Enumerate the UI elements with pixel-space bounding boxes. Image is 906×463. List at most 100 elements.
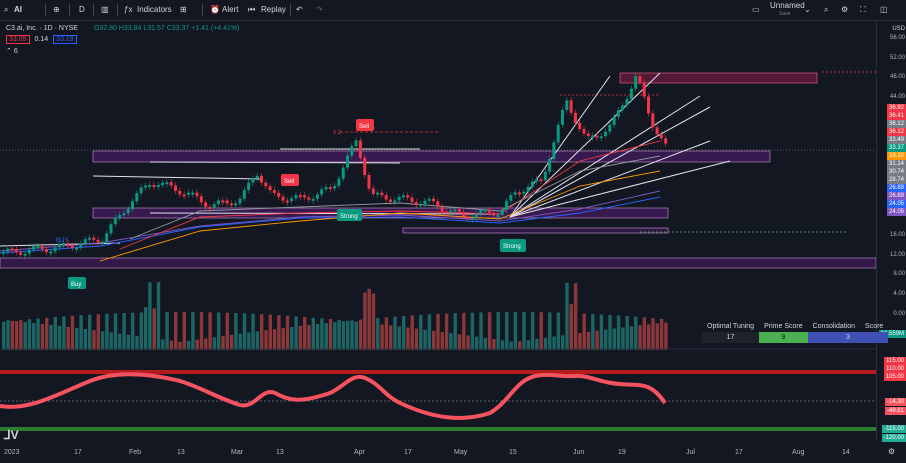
volume-bar xyxy=(100,331,105,350)
volume-bar xyxy=(410,315,414,350)
indicators-button[interactable]: Indicators xyxy=(137,5,172,14)
candle xyxy=(328,187,332,190)
candle xyxy=(423,200,427,205)
gear-icon[interactable]: ⚙ xyxy=(841,5,849,14)
price-tag: 30.74 xyxy=(886,168,906,176)
volume-bar xyxy=(83,329,88,350)
oscillator-axis-label: 110.00 xyxy=(884,365,906,373)
candle xyxy=(36,246,40,249)
templates-icon[interactable]: ⊞ xyxy=(180,5,187,14)
candle xyxy=(595,135,599,138)
ohlc-values: O32.80 H33.84 L31.57 C33.37 +1.41 (+4.41… xyxy=(93,25,240,32)
candle xyxy=(32,246,36,250)
price-tag: 33.37 xyxy=(886,144,906,152)
layout-icon[interactable]: ▭ xyxy=(752,5,760,14)
price-tag: 36.41 xyxy=(886,112,906,120)
zone-box xyxy=(92,207,669,219)
collapse-chevron-icon[interactable]: ⌃ xyxy=(6,48,12,55)
candle xyxy=(281,196,285,201)
chart-legend: C3.ai, Inc. · 1D · NYSE O32.80 H33.84 L3… xyxy=(6,25,239,55)
candle xyxy=(182,194,186,197)
volume-bar xyxy=(573,283,578,350)
candle xyxy=(444,211,448,214)
buy-price-box[interactable]: 33.19 xyxy=(53,35,77,44)
sell-price-box[interactable]: 33.05 xyxy=(6,35,30,44)
time-axis-label: Jul xyxy=(686,449,695,456)
volume-bar xyxy=(358,319,363,350)
redo-icon[interactable]: ↷ xyxy=(316,5,323,14)
divider xyxy=(69,4,70,16)
price-tag: 36.12 xyxy=(886,128,906,136)
volume-bar xyxy=(182,312,186,350)
oscillator-pane xyxy=(0,348,876,431)
alert-button[interactable]: Alert xyxy=(222,5,239,14)
price-axis-label: 16.00 xyxy=(889,232,905,238)
camera-icon[interactable]: ◫ xyxy=(880,5,888,14)
sell-signal-label xyxy=(281,174,299,186)
fullscreen-icon[interactable]: ⛶ xyxy=(860,5,866,14)
volume-bar xyxy=(354,321,358,350)
volume-bar xyxy=(604,329,608,350)
volume-bar xyxy=(569,304,573,350)
candle xyxy=(277,192,281,197)
volume-bar xyxy=(40,323,45,350)
spread-value: 0.14 xyxy=(34,36,49,43)
currency-label[interactable]: USD xyxy=(892,26,905,32)
volume-bar xyxy=(113,313,118,350)
alert-icon: ⏰ xyxy=(210,5,220,14)
oscillator-axis-label: -115.00 xyxy=(882,425,906,433)
volume-bar xyxy=(255,331,260,350)
candle xyxy=(113,217,117,225)
zone-boxes xyxy=(0,72,876,269)
strong-signal-text: Strong xyxy=(340,214,358,220)
replay-button[interactable]: Replay xyxy=(261,5,286,14)
volume-bar xyxy=(247,332,251,350)
time-axis-label: Jun xyxy=(573,449,585,456)
volume-bar xyxy=(135,335,139,350)
sell-signal-label xyxy=(356,119,374,131)
candle xyxy=(333,185,337,189)
candle xyxy=(513,192,517,195)
candle xyxy=(556,124,560,143)
volume-bar xyxy=(599,314,604,350)
table-cell: 17 xyxy=(702,332,760,343)
volume-bar xyxy=(290,327,294,350)
candle xyxy=(2,251,5,254)
candle xyxy=(174,185,177,191)
candle xyxy=(225,200,229,204)
interval-button[interactable]: D xyxy=(79,5,85,14)
volume-bar xyxy=(328,319,333,350)
chevron-down-icon[interactable]: ⌄ xyxy=(804,5,811,14)
volume-bar xyxy=(659,318,664,350)
volume-bar xyxy=(178,341,182,350)
top-toolbar: ⌕ AI ⊕ D ▥ ƒx Indicators ⊞ ⏰ Alert ⏮ Rep… xyxy=(0,0,906,21)
volume-bar xyxy=(634,316,638,350)
volume-bar xyxy=(350,320,354,350)
undo-icon[interactable]: ↶ xyxy=(296,5,303,14)
volume-bar xyxy=(281,328,285,350)
candle xyxy=(401,195,405,198)
candle xyxy=(432,198,435,202)
add-symbol-icon[interactable]: ⊕ xyxy=(53,5,60,14)
candle xyxy=(548,158,552,172)
candle xyxy=(376,192,380,195)
time-axis-label: 17 xyxy=(735,449,743,456)
volume-bar xyxy=(505,312,509,350)
quick-search-icon[interactable]: ⌕ xyxy=(824,5,829,14)
candle xyxy=(371,188,375,194)
symbol-input[interactable]: AI xyxy=(14,5,22,14)
oscillator-axis-label: -49.61 xyxy=(884,407,906,415)
price-chart[interactable]: Buy BUY Sell Sell Strong Strong x 2 xyxy=(0,21,876,441)
candle xyxy=(664,138,668,144)
layout-name[interactable]: Unnamed xyxy=(770,1,805,10)
volume-bar xyxy=(440,331,444,350)
candle-style-icon[interactable]: ▥ xyxy=(101,5,109,14)
price-axis-label: 8.00 xyxy=(893,271,905,278)
settings-gear-icon[interactable]: ⚙ xyxy=(888,447,896,456)
candle xyxy=(462,212,466,217)
table-header: Prime Score xyxy=(764,323,803,330)
divider xyxy=(290,4,291,16)
search-icon[interactable]: ⌕ xyxy=(4,5,9,14)
volume-bar xyxy=(303,316,307,350)
price-axis[interactable]: USD 56.0052.0048.0044.0040.0036.0032.002… xyxy=(876,21,906,442)
